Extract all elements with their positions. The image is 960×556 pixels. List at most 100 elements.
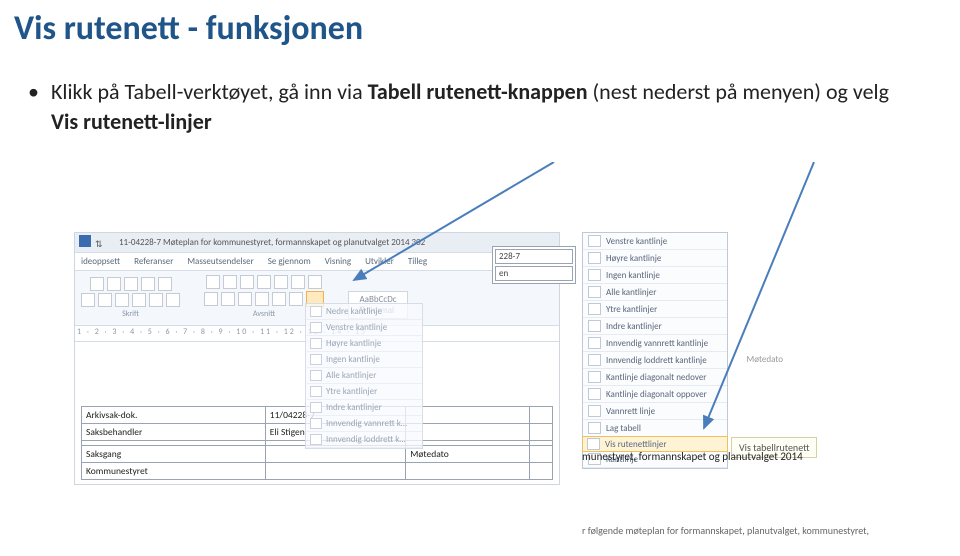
tab-tillegg[interactable]: Tilleg — [408, 256, 427, 267]
menu-item: Ytre kantlinjer — [306, 384, 422, 400]
border-icon — [310, 322, 322, 333]
menu-item-venstre[interactable]: Venstre kantlinje — [583, 233, 727, 250]
border-icon — [310, 402, 322, 413]
menu-item-hoyre[interactable]: Høyre kantlinje — [583, 250, 727, 267]
btn-font-sup[interactable] — [132, 293, 146, 307]
menu-item: Nedre kantlinje — [306, 304, 422, 320]
btn-para-1[interactable] — [206, 275, 220, 289]
menu-item: Ingen kantlinje — [306, 352, 422, 368]
bullet-frag-1: Klikk på Tabell-verktøyet, gå inn via — [51, 78, 368, 105]
border-icon — [310, 370, 322, 381]
ghost-borders-menu: Nedre kantlinje Venstre kantlinje Høyre … — [305, 303, 423, 449]
page-title: Vis rutenett - funksjonen — [0, 0, 960, 49]
draw-table-icon — [588, 422, 601, 434]
word-screenshot-right: 228-7 en Venstre kantlinje Høyre kantlin… — [582, 232, 932, 469]
inside-borders-icon — [588, 320, 601, 332]
btn-font-strike[interactable] — [98, 293, 112, 307]
inside-horizontal-icon — [588, 337, 601, 349]
ribbon-group-font: Skrift — [81, 277, 180, 319]
btn-font-a2[interactable] — [166, 293, 180, 307]
btn-font-4[interactable] — [141, 277, 155, 291]
btn-para-10[interactable] — [238, 292, 252, 306]
btn-font-sub[interactable] — [115, 293, 129, 307]
tab-utvikler[interactable]: Utvikler — [365, 256, 394, 267]
bullet-bold-1: Tabell rutenett-knappen — [368, 78, 588, 105]
btn-para-5[interactable] — [274, 275, 288, 289]
menu-item-lag-tabell[interactable]: Lag tabell — [583, 420, 727, 437]
border-icon — [310, 386, 322, 397]
word-screenshot-left: ⇅ 11-04228-7 Møteplan for kommunestyret,… — [74, 232, 560, 485]
diagonal-up-icon — [588, 388, 601, 400]
snippet-table: 228-7 en — [492, 246, 576, 284]
horizontal-line-icon — [588, 405, 601, 417]
btn-shading[interactable] — [289, 292, 303, 306]
bullet-frag-2: (nest nederst på menyen) og velg — [588, 78, 889, 105]
menu-item-alle[interactable]: Alle kantlinjer — [583, 284, 727, 301]
cropped-text-2: r følgende møteplan for formannskapet, p… — [582, 524, 869, 537]
view-gridlines-icon — [587, 438, 600, 450]
btn-font-a1[interactable] — [149, 293, 163, 307]
menu-item-indre[interactable]: Indre kantlinjer — [583, 318, 727, 335]
btn-para-2[interactable] — [223, 275, 237, 289]
menu-item-innv-loddrett[interactable]: Innvendig loddrett kantlinje Møtedato — [583, 352, 727, 369]
btn-font-1[interactable] — [90, 277, 104, 291]
bullet-paragraph: • Klikk på Tabell-verktøyet, gå inn via … — [0, 49, 900, 136]
btn-para-7[interactable] — [308, 275, 322, 289]
border-icon — [310, 354, 322, 365]
btn-para-9[interactable] — [221, 292, 235, 306]
group-label-paragraph: Avsnitt — [253, 309, 275, 319]
tab-sideoppsett[interactable]: ideoppsett — [81, 256, 120, 267]
borders-menu[interactable]: Venstre kantlinje Høyre kantlinje Ingen … — [582, 232, 728, 469]
tab-se-gjennom[interactable]: Se gjennom — [268, 256, 311, 267]
border-icon — [310, 434, 322, 445]
table-row: en — [495, 266, 573, 281]
qat-sep: ⇅ — [95, 239, 103, 250]
menu-item-innv-vannrett[interactable]: Innvendig vannrett kantlinje — [583, 335, 727, 352]
table-row: Kommunestyret — [82, 462, 553, 479]
menu-item: Innvendig vannrett k… — [306, 416, 422, 432]
btn-font-5[interactable] — [158, 277, 172, 291]
btn-para-4[interactable] — [257, 275, 271, 289]
titlebar: ⇅ 11-04228-7 Møteplan for kommunestyret,… — [75, 233, 559, 253]
no-border-icon — [588, 269, 601, 281]
background-text-motedato: Møtedato — [747, 354, 783, 365]
word-icon — [79, 235, 91, 247]
tab-visning[interactable]: Visning — [325, 256, 351, 267]
menu-item: Indre kantlinjer — [306, 400, 422, 416]
menu-item: Innvendig loddrett k… — [306, 432, 422, 448]
btn-para-12[interactable] — [272, 292, 286, 306]
inside-vertical-icon — [588, 354, 601, 366]
border-icon — [310, 418, 322, 429]
btn-para-11[interactable] — [255, 292, 269, 306]
menu-item-ingen[interactable]: Ingen kantlinje — [583, 267, 727, 284]
bullet-text: Klikk på Tabell-verktøyet, gå inn via Ta… — [51, 77, 891, 136]
menu-item: Høyre kantlinje — [306, 336, 422, 352]
screenshots-area: ⇅ 11-04228-7 Møteplan for kommunestyret,… — [74, 232, 960, 556]
menu-item-vannrett-linje[interactable]: Vannrett linje — [583, 403, 727, 420]
btn-para-8[interactable] — [204, 292, 218, 306]
border-icon — [310, 306, 322, 317]
tab-masseutsendelser[interactable]: Masseutsendelser — [187, 256, 253, 267]
bullet-bold-2: Vis rutenett-linjer — [51, 108, 212, 135]
table-row: 228-7 — [495, 249, 573, 264]
btn-para-6[interactable] — [291, 275, 305, 289]
tab-referanser[interactable]: Referanser — [134, 256, 173, 267]
menu-item-diag-ned[interactable]: Kantlinje diagonalt nedover — [583, 369, 727, 386]
group-label-font: Skrift — [122, 309, 139, 319]
document-title: 11-04228-7 Møteplan for kommunestyret, f… — [119, 237, 425, 248]
btn-font-2[interactable] — [107, 277, 121, 291]
menu-item-diag-opp[interactable]: Kantlinje diagonalt oppover — [583, 386, 727, 403]
outside-borders-icon — [588, 303, 601, 315]
menu-item-ytre[interactable]: Ytre kantlinjer — [583, 301, 727, 318]
bullet-dot: • — [28, 77, 46, 107]
qat: ⇅ — [79, 235, 119, 250]
btn-font-3[interactable] — [124, 277, 138, 291]
diagonal-down-icon — [588, 371, 601, 383]
cropped-text-1: munestyret, formannskapet og planutvalge… — [582, 450, 803, 463]
right-border-icon — [588, 252, 601, 264]
btn-para-3[interactable] — [240, 275, 254, 289]
ribbon-tabs[interactable]: ideoppsett Referanser Masseutsendelser S… — [75, 253, 559, 271]
border-icon — [310, 338, 322, 349]
menu-item: Venstre kantlinje — [306, 320, 422, 336]
btn-font-u[interactable] — [81, 293, 95, 307]
